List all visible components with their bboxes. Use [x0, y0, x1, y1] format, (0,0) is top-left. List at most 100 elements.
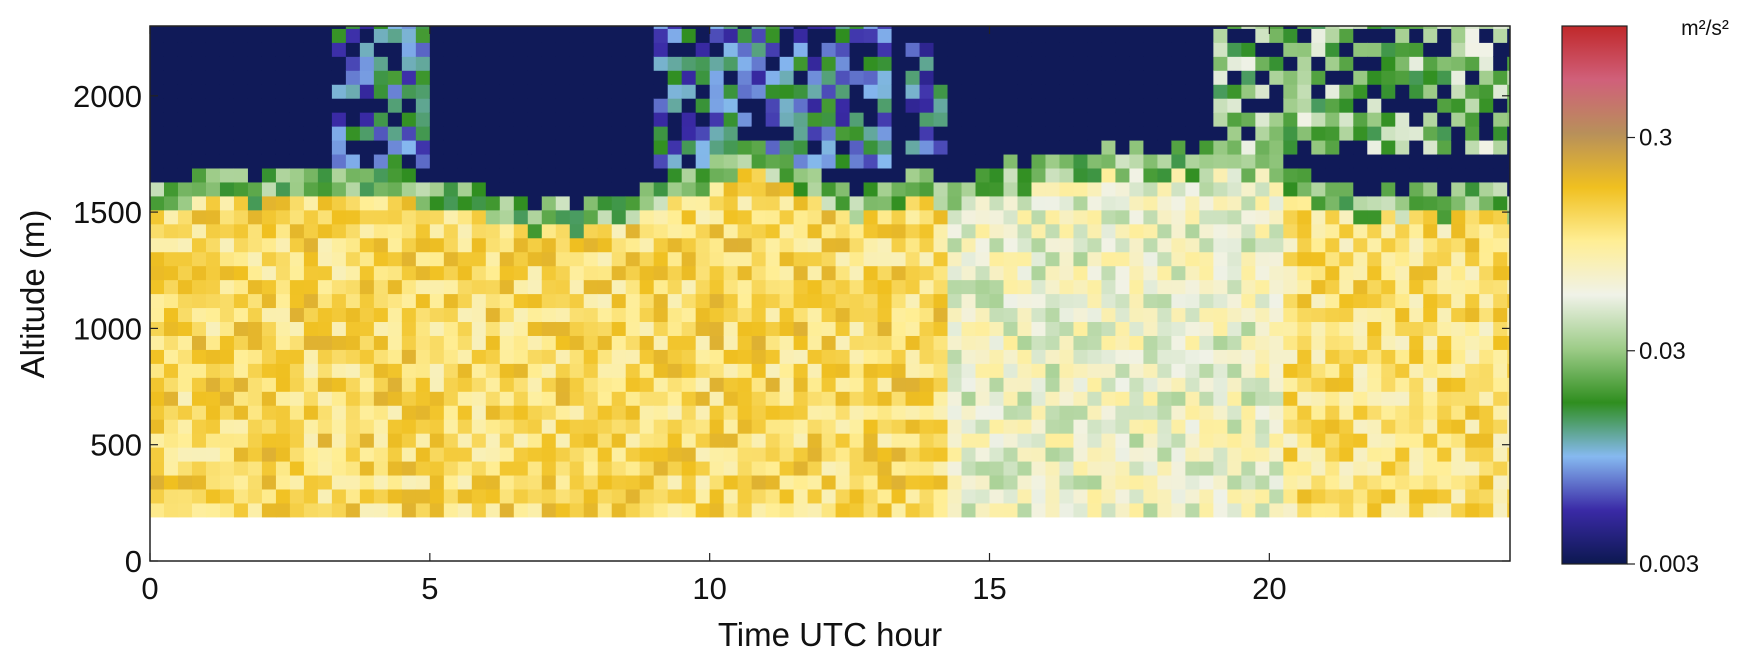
heatmap-cell — [555, 419, 571, 434]
heatmap-cell — [1367, 153, 1382, 169]
heatmap-cell — [359, 502, 375, 518]
heatmap-cell — [807, 419, 823, 434]
heatmap-cell — [1031, 460, 1047, 476]
heatmap-cell — [569, 98, 585, 113]
heatmap-cell — [1073, 223, 1089, 239]
heatmap-cell — [569, 167, 585, 183]
heatmap-cell — [1059, 56, 1075, 71]
heatmap-cell — [1171, 265, 1186, 281]
y-tick-label: 0 — [125, 544, 142, 579]
heatmap-cell — [807, 349, 823, 364]
heatmap-cell — [513, 474, 529, 490]
heatmap-cell — [989, 377, 1005, 392]
heatmap-cell — [1339, 474, 1354, 490]
heatmap-cell — [877, 181, 893, 197]
heatmap-cell — [1087, 28, 1103, 43]
heatmap-cell — [317, 56, 333, 71]
heatmap-cell — [653, 293, 669, 309]
heatmap-cell — [905, 307, 921, 323]
heatmap-cell — [331, 195, 347, 211]
heatmap-cell — [681, 405, 697, 420]
heatmap-cell — [723, 293, 739, 309]
heatmap-cell — [1409, 405, 1424, 420]
heatmap-cell — [849, 279, 865, 295]
heatmap-cell — [1241, 153, 1256, 169]
heatmap-cell — [1115, 419, 1131, 434]
heatmap-cell — [779, 209, 795, 225]
heatmap-cell — [1073, 307, 1089, 323]
heatmap-cell — [513, 209, 529, 225]
heatmap-cell — [485, 293, 501, 309]
heatmap-cell — [1409, 98, 1424, 113]
heatmap-cell — [429, 56, 445, 71]
heatmap-cell — [387, 98, 403, 113]
heatmap-cell — [177, 126, 193, 141]
heatmap-cell — [261, 321, 277, 336]
heatmap-cell — [1031, 167, 1047, 183]
heatmap-cell — [527, 377, 543, 392]
heatmap-cell — [555, 223, 571, 239]
heatmap-cell — [191, 98, 207, 113]
heatmap-cell — [1367, 26, 1382, 29]
heatmap-cell — [1381, 433, 1396, 448]
heatmap-cell — [695, 223, 711, 239]
heatmap-cell — [1227, 112, 1242, 127]
heatmap-cell — [499, 112, 515, 127]
heatmap-cell — [597, 433, 613, 448]
heatmap-cell — [569, 70, 585, 85]
heatmap-cell — [653, 42, 669, 57]
heatmap-cell — [1507, 251, 1510, 267]
heatmap-cell — [569, 42, 585, 57]
heatmap-cell — [1017, 321, 1033, 336]
heatmap-cell — [1171, 293, 1186, 309]
heatmap-cell — [1297, 391, 1312, 406]
heatmap-cell — [1297, 335, 1312, 350]
heatmap-cell — [163, 460, 179, 476]
heatmap-cell — [849, 195, 865, 211]
heatmap-cell — [989, 502, 1005, 518]
heatmap-cell — [1185, 391, 1200, 406]
heatmap-cell — [359, 447, 375, 462]
heatmap-cell — [1115, 84, 1131, 99]
heatmap-cell — [723, 405, 739, 420]
heatmap-cell — [1479, 237, 1494, 253]
heatmap-cell — [485, 419, 501, 434]
heatmap-cell — [821, 447, 837, 462]
heatmap-cell — [989, 167, 1005, 183]
heatmap-cell — [695, 377, 711, 392]
heatmap-cell — [150, 460, 165, 476]
heatmap-cell — [1465, 279, 1480, 295]
heatmap-cell — [569, 195, 585, 211]
heatmap-cell — [723, 447, 739, 462]
heatmap-cell — [1339, 447, 1354, 462]
heatmap-cell — [471, 84, 487, 99]
heatmap-cell — [1031, 28, 1047, 43]
heatmap-cell — [1283, 195, 1298, 211]
heatmap-cell — [1101, 167, 1117, 183]
heatmap-cell — [1381, 70, 1396, 85]
heatmap-cell — [1339, 237, 1354, 253]
heatmap-cell — [387, 56, 403, 71]
heatmap-cell — [163, 474, 179, 490]
heatmap-cell — [1241, 98, 1256, 113]
heatmap-cell — [1073, 28, 1089, 43]
heatmap-cell — [695, 265, 711, 281]
heatmap-cell — [597, 181, 613, 197]
heatmap-cell — [1073, 251, 1089, 267]
heatmap-cell — [891, 28, 907, 43]
heatmap-cell — [205, 363, 221, 378]
heatmap-cell — [821, 26, 837, 29]
heatmap-cell — [961, 419, 977, 434]
heatmap-cell — [1353, 153, 1368, 169]
heatmap-cell — [793, 209, 809, 225]
heatmap-cell — [1437, 419, 1452, 434]
heatmap-cell — [331, 293, 347, 309]
heatmap-cell — [163, 363, 179, 378]
heatmap-cell — [1325, 181, 1340, 197]
heatmap-cell — [1269, 181, 1284, 197]
heatmap-cell — [653, 56, 669, 71]
heatmap-cell — [639, 391, 655, 406]
heatmap-cell — [177, 391, 193, 406]
heatmap-cell — [1269, 335, 1284, 350]
heatmap-cell — [681, 419, 697, 434]
